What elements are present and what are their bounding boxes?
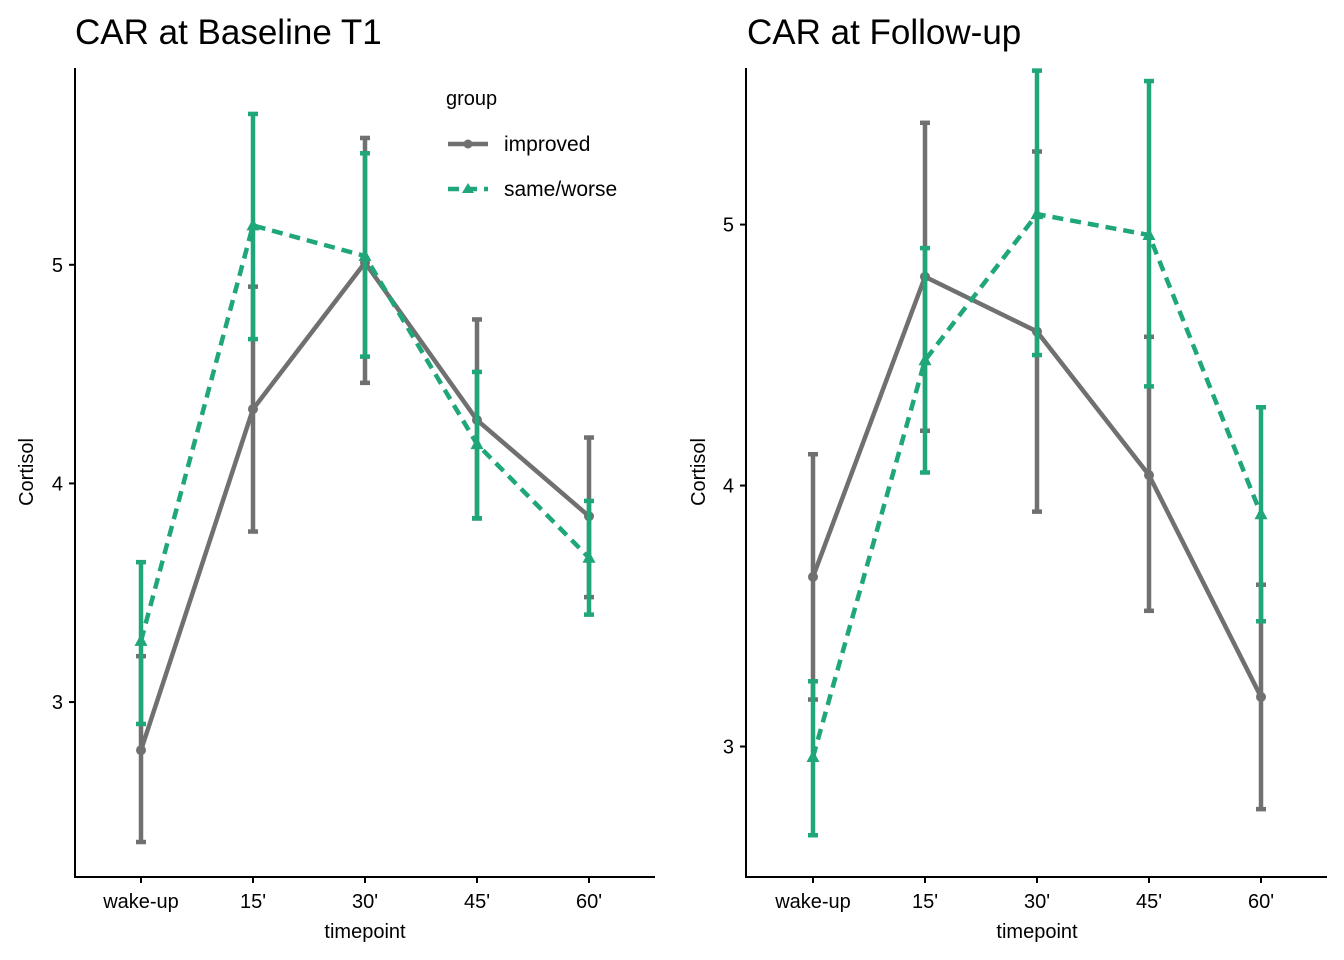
legend-item-improved: improved xyxy=(448,133,590,156)
data-point xyxy=(1030,207,1044,220)
y-tick-label: 5 xyxy=(52,255,63,277)
legend-key-marker xyxy=(463,139,473,149)
x-tick-label: 60' xyxy=(576,891,602,913)
series-layer xyxy=(134,111,596,845)
y-axis-title: Cortisol xyxy=(688,438,710,506)
legend: group improved same/worse xyxy=(446,88,617,201)
series-same-worse xyxy=(134,111,596,727)
data-point xyxy=(136,745,146,756)
data-point xyxy=(808,571,818,582)
series-same-worse xyxy=(806,68,1268,838)
x-tick-label: 45' xyxy=(464,891,490,913)
legend-item-same-worse: same/worse xyxy=(448,178,617,201)
data-point xyxy=(246,218,260,231)
data-point xyxy=(1254,507,1268,520)
data-point xyxy=(134,633,148,646)
y-axis-title: Cortisol xyxy=(16,438,38,506)
x-tick-label: 60' xyxy=(1248,891,1274,913)
x-tick-label: wake-up xyxy=(102,891,179,913)
data-point xyxy=(248,404,258,415)
y-ticks: 3 4 5 xyxy=(723,215,746,759)
panel-title: CAR at Follow-up xyxy=(747,13,1021,52)
data-point xyxy=(1256,691,1266,702)
panel-baseline: CAR at Baseline T1 3 4 5 wake-up 15' 30' 45' 6… xyxy=(16,13,655,943)
legend-key-marker xyxy=(462,183,474,193)
data-point xyxy=(918,353,932,366)
y-tick-label: 3 xyxy=(723,737,734,759)
x-ticks: wake-up 15' 30' 45' 60' xyxy=(774,877,1274,913)
legend-label: improved xyxy=(504,133,590,156)
data-point xyxy=(806,749,820,762)
y-tick-label: 5 xyxy=(723,215,734,237)
x-tick-label: 15' xyxy=(240,891,266,913)
x-tick-label: 30' xyxy=(352,891,378,913)
x-tick-label: 15' xyxy=(912,891,938,913)
y-tick-label: 4 xyxy=(52,473,63,495)
panel-title: CAR at Baseline T1 xyxy=(75,13,382,52)
legend-label: same/worse xyxy=(504,178,617,201)
data-point xyxy=(582,550,596,563)
x-axis-title: timepoint xyxy=(996,921,1078,943)
y-ticks: 3 4 5 xyxy=(52,255,75,714)
legend-title: group xyxy=(446,88,497,110)
data-point xyxy=(1144,470,1154,481)
data-point xyxy=(358,249,372,262)
x-tick-label: wake-up xyxy=(774,891,851,913)
series-layer xyxy=(806,68,1268,838)
x-ticks: wake-up 15' 30' 45' 60' xyxy=(102,877,602,913)
y-tick-label: 4 xyxy=(723,476,734,498)
y-tick-label: 3 xyxy=(52,692,63,714)
x-tick-label: 45' xyxy=(1136,891,1162,913)
x-tick-label: 30' xyxy=(1024,891,1050,913)
data-point xyxy=(470,437,484,450)
data-point xyxy=(1142,228,1156,241)
panel-follow-up: CAR at Follow-up 3 4 5 wake-up 15' 30' 45' 60'… xyxy=(688,13,1327,943)
x-axis-title: timepoint xyxy=(324,921,406,943)
